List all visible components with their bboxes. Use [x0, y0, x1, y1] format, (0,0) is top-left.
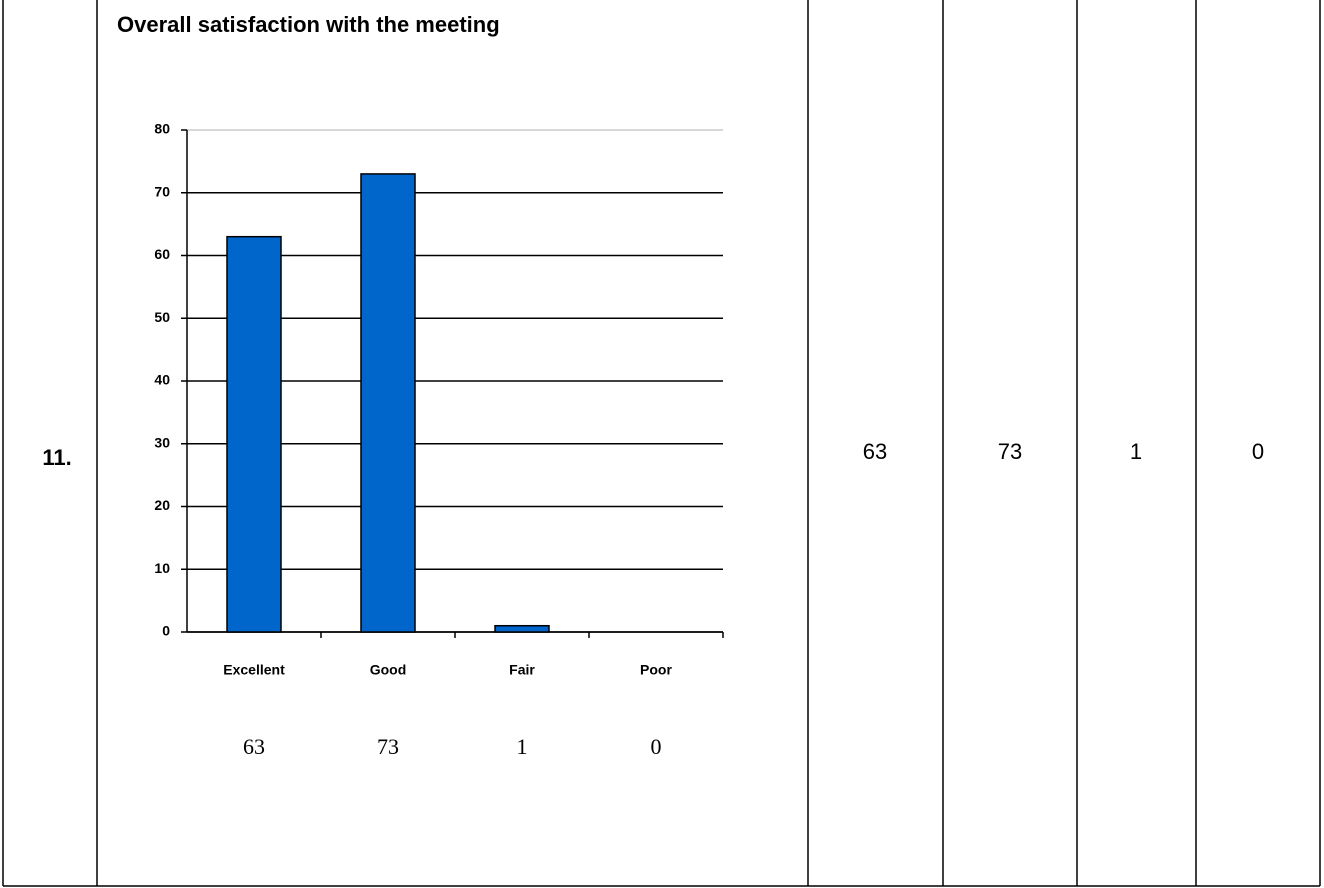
table-cell: 0 [1252, 439, 1264, 464]
x-tick-label: Excellent [223, 662, 285, 678]
table-cell: 63 [863, 439, 887, 464]
value-label: 1 [517, 734, 528, 759]
y-tick-label: 30 [154, 434, 170, 450]
y-tick-label: 80 [154, 121, 170, 137]
y-tick-label: 60 [154, 246, 170, 262]
y-tick-label: 10 [154, 560, 170, 576]
y-tick-label: 0 [162, 623, 170, 639]
x-tick-label: Poor [640, 662, 672, 678]
x-tick-label: Good [370, 662, 407, 678]
x-tick-label: Fair [509, 662, 535, 678]
y-tick-label: 20 [154, 497, 170, 513]
table-cell: 1 [1130, 439, 1142, 464]
bar [494, 624, 550, 633]
bar [226, 235, 282, 633]
chart-title: Overall satisfaction with the meeting [117, 12, 500, 37]
bar [360, 173, 416, 633]
y-tick-label: 50 [154, 309, 170, 325]
table-cell: 73 [998, 439, 1022, 464]
value-label: 73 [377, 734, 399, 759]
value-label: 63 [243, 734, 265, 759]
value-label: 0 [651, 734, 662, 759]
row-number: 11. [42, 445, 71, 470]
y-tick-label: 40 [154, 372, 170, 388]
y-tick-label: 70 [154, 183, 170, 199]
